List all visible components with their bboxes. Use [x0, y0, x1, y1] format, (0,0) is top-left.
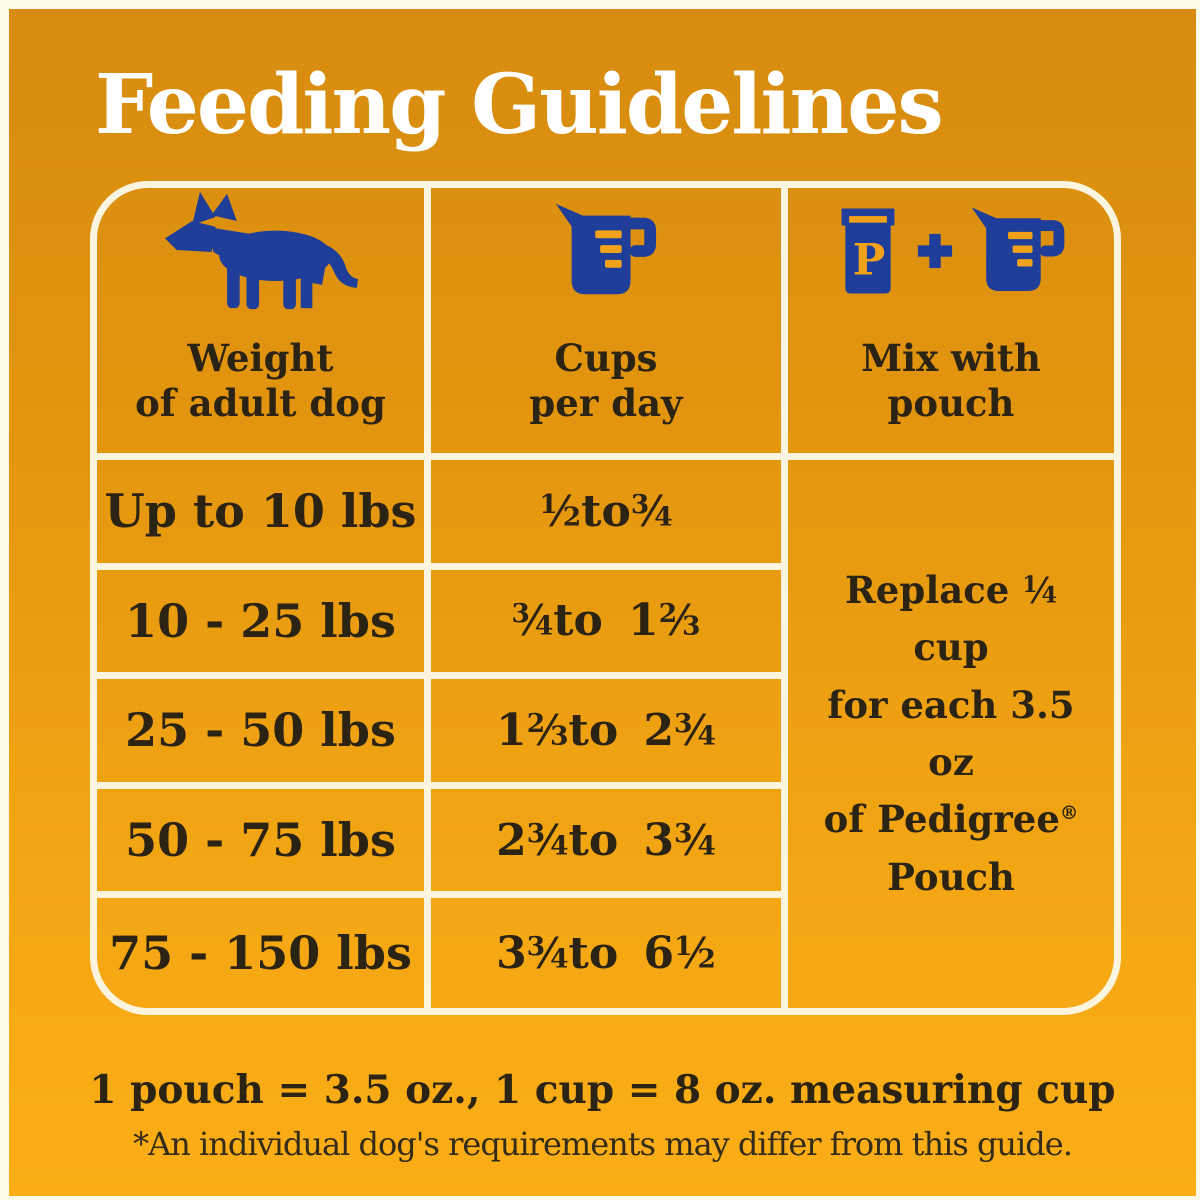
mix-note-cell: Replace 1⁄4 cup for each 3.5 oz of Pedig… — [788, 460, 1114, 1008]
weight-row-2: 10 - 25 lbs — [97, 569, 431, 680]
weight-row-4: 50 - 75 lbs — [97, 788, 431, 899]
footer-disclaimer: *An individual dog's requirements may di… — [133, 1125, 1073, 1163]
svg-text:P: P — [853, 235, 886, 286]
plus-icon — [917, 234, 953, 269]
footer-equivalence-note: 1 pouch = 3.5 oz., 1 cup = 8 oz. measuri… — [89, 1067, 1116, 1113]
header-mix-label: Mix with pouch — [861, 336, 1041, 425]
cups-row-4: 2 3⁄4 to 3 3⁄4 — [431, 788, 788, 899]
mix-note: Replace 1⁄4 cup for each 3.5 oz of Pedig… — [823, 567, 1079, 899]
weight-row-3: 25 - 50 lbs — [97, 679, 431, 789]
pouch-plus-measuring-cup-icon: P — [834, 192, 1068, 310]
cups-row-1: 1⁄2 to 3⁄4 — [431, 460, 788, 570]
weight-row-1: Up to 10 lbs — [97, 460, 431, 570]
header-cups-label: Cups per day — [529, 336, 683, 425]
cups-row-2: 3⁄4 to 1 2⁄3 — [431, 569, 788, 680]
page-title: Feeding Guidelines — [95, 57, 944, 153]
header-weight-label: Weight of adult dog — [135, 336, 386, 425]
measuring-cup-icon — [552, 192, 660, 310]
dog-icon — [158, 192, 364, 310]
measuring-cup-icon — [971, 207, 1065, 292]
header-cups: Cups per day — [431, 188, 788, 460]
cups-row-5: 3 3⁄4 to 6 1⁄2 — [431, 898, 788, 1008]
header-mix: P Mix with — [788, 188, 1114, 460]
pouch-icon: P — [841, 208, 895, 294]
feeding-guidelines-table: Weight of adult dog Cu — [90, 181, 1121, 1015]
orange-gradient-background: Feeding Guidelines — [9, 9, 1196, 1196]
weight-row-5: 75 - 150 lbs — [97, 898, 431, 1008]
header-weight: Weight of adult dog — [97, 188, 431, 460]
cups-row-3: 1 2⁄3 to 2 3⁄4 — [431, 679, 788, 789]
